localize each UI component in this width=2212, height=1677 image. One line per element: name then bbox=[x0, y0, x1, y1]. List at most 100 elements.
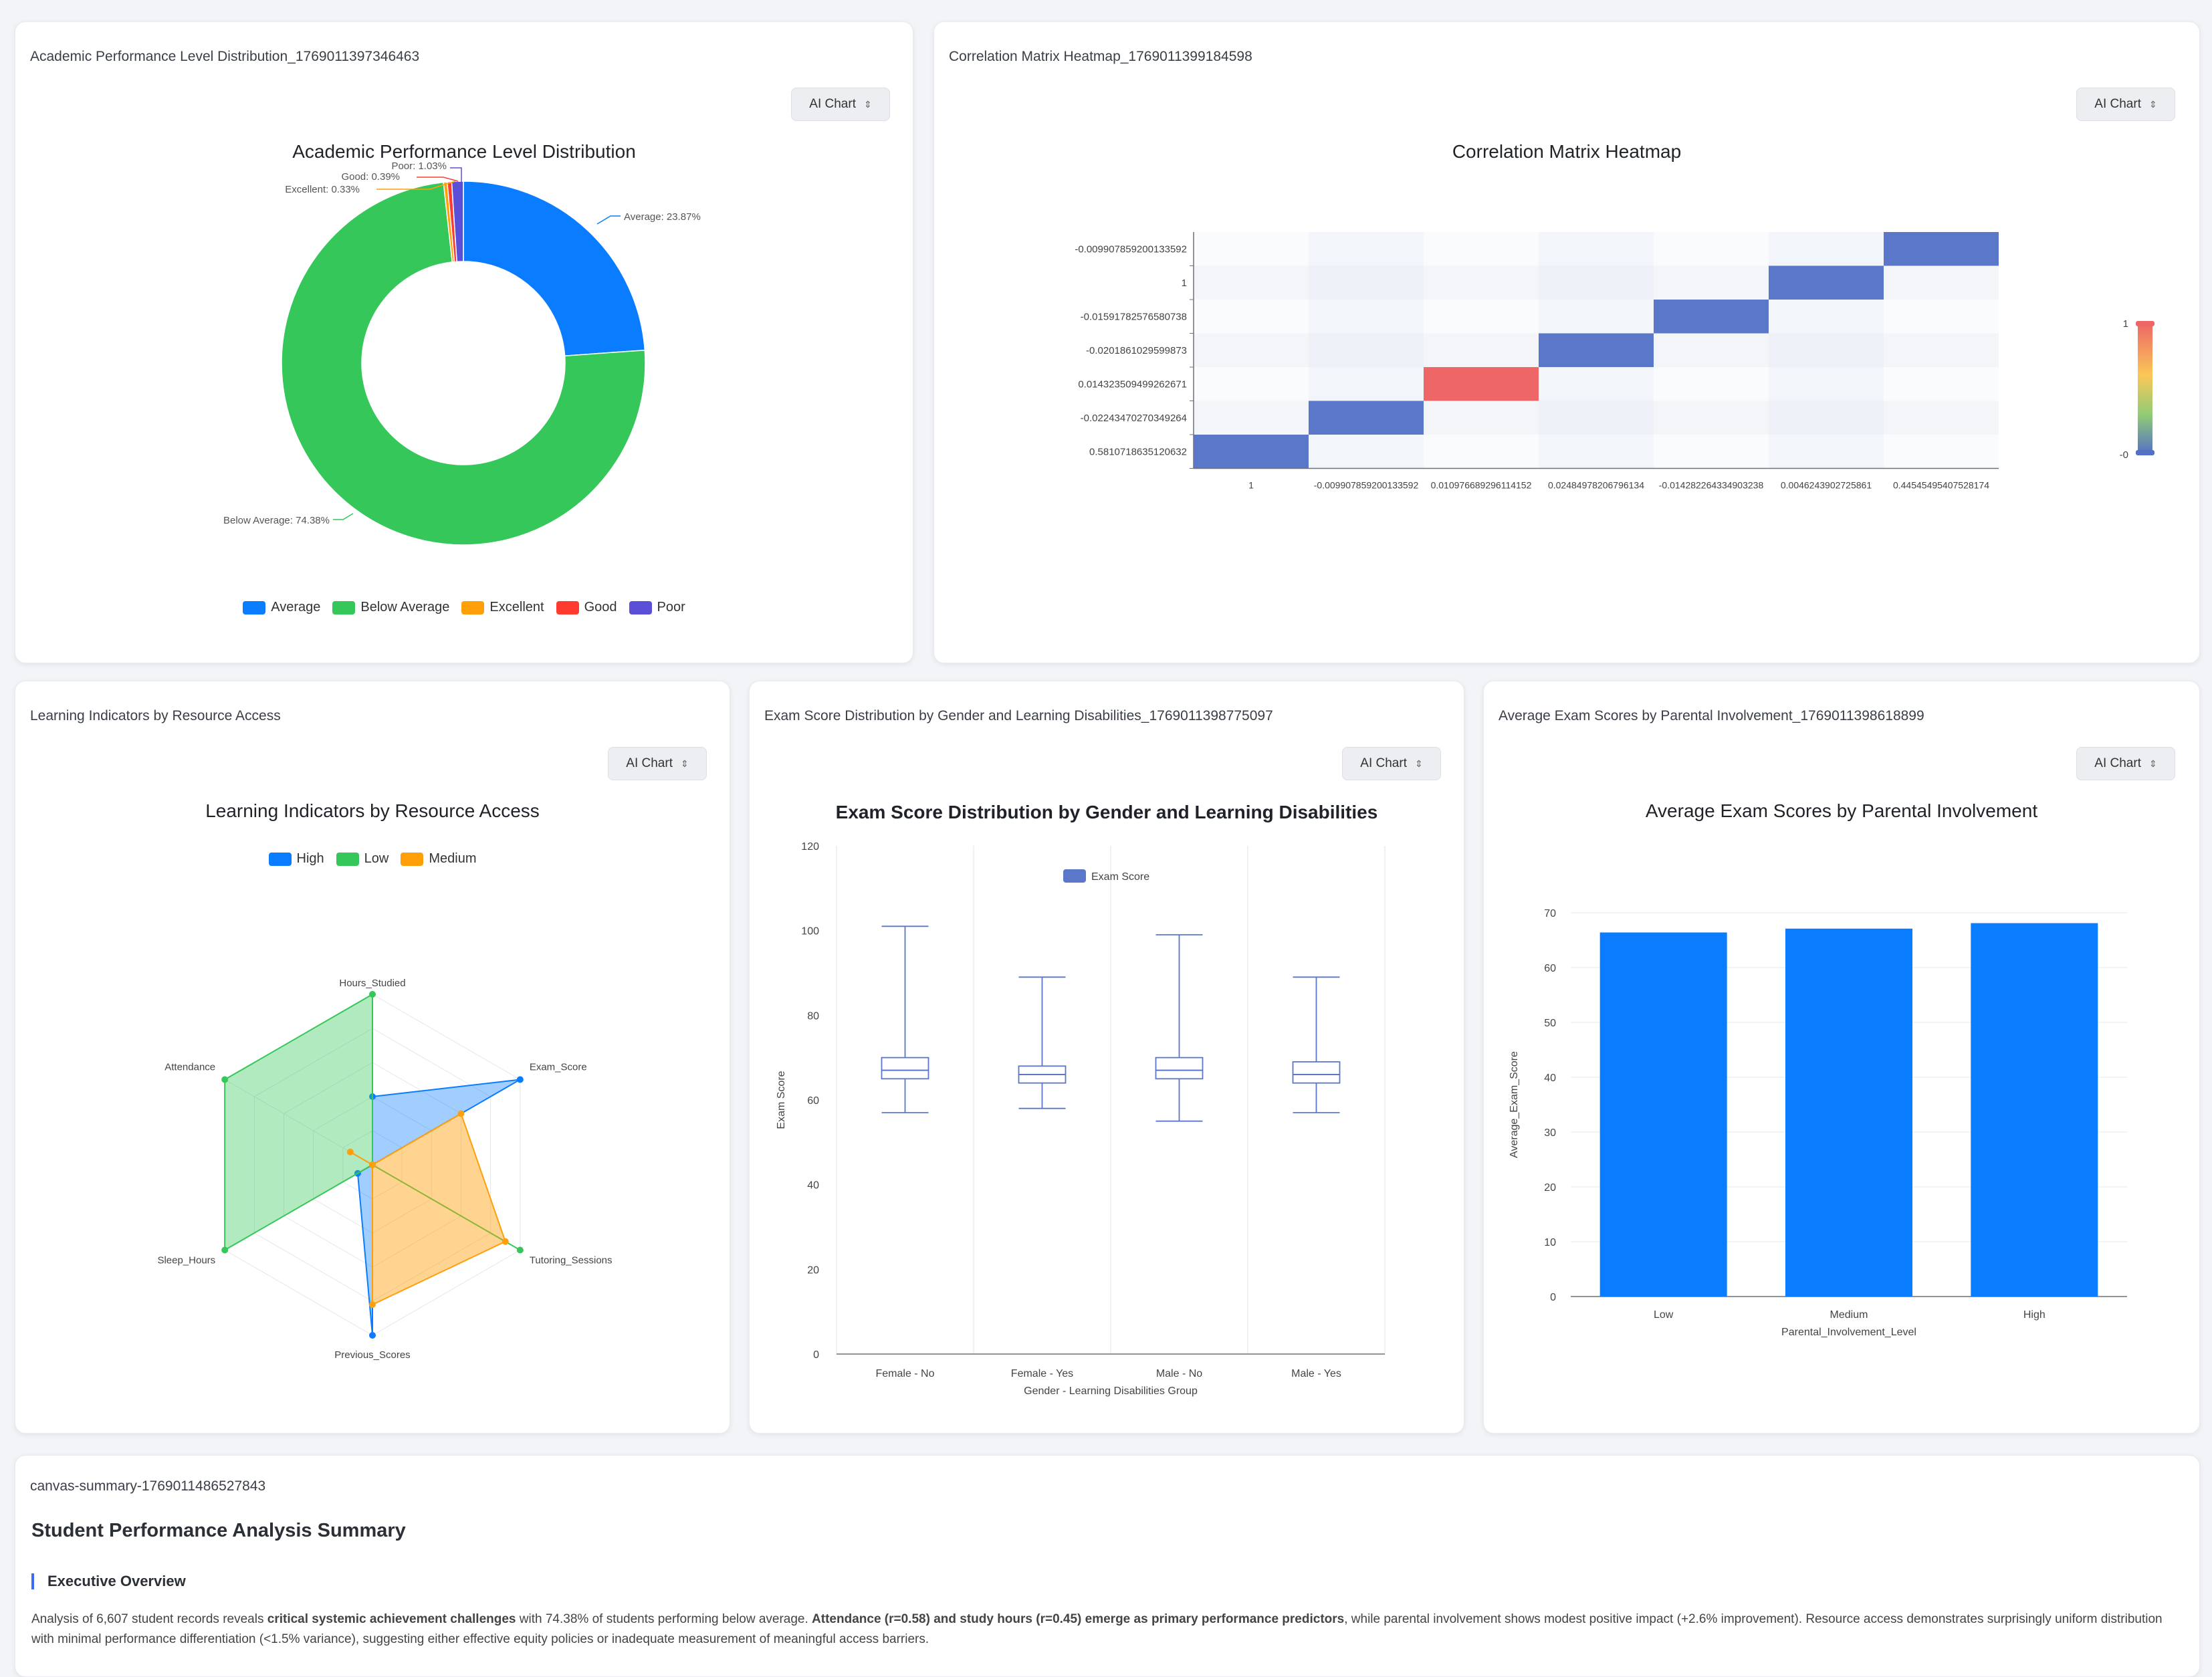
heatmap-cell bbox=[1654, 300, 1769, 334]
radar-indicator-label: Tutoring_Sessions bbox=[530, 1255, 613, 1266]
box-legend-swatch bbox=[1063, 869, 1086, 883]
radar-point bbox=[369, 1301, 376, 1309]
legend-label: Below Average bbox=[360, 600, 450, 614]
legend-label: Poor bbox=[657, 600, 685, 614]
heatmap-y-label: -0.0201861029599873 bbox=[1086, 345, 1187, 356]
bar-high bbox=[1971, 923, 2098, 1297]
bar-y-tick-label: 50 bbox=[1544, 1018, 1556, 1029]
bar-y-axis-title: Average_Exam_Score bbox=[1509, 1051, 1520, 1158]
box-iqr bbox=[881, 1056, 929, 1080]
summary-subheading: Executive Overview bbox=[31, 1573, 186, 1589]
ai-chart-button[interactable]: AI Chart ⇕ bbox=[1342, 747, 1441, 780]
pie-slice-below-average bbox=[281, 181, 646, 546]
ai-chart-label: AI Chart bbox=[2094, 756, 2141, 770]
heatmap-card: Correlation Matrix Heatmap_1769011399184… bbox=[933, 21, 2200, 663]
radar-point bbox=[369, 1161, 376, 1168]
pie-label: Good: 0.39% bbox=[341, 171, 400, 183]
box-y-axis-title: Exam Score bbox=[776, 1071, 787, 1129]
radar-point bbox=[369, 1332, 376, 1339]
legend-item-average[interactable]: Average bbox=[243, 600, 320, 615]
heatmap-column-band bbox=[1654, 232, 1769, 469]
box-x-tick-label: Male - Yes bbox=[1291, 1368, 1341, 1379]
bar-y-tick-label: 70 bbox=[1544, 908, 1556, 919]
summary-bold: critical systemic achievement challenges bbox=[267, 1612, 516, 1626]
box-legend-label: Exam Score bbox=[1091, 871, 1149, 883]
heatmap-cell bbox=[1424, 367, 1539, 401]
bar-y-tick-label: 40 bbox=[1544, 1073, 1556, 1084]
legend-label: Low bbox=[364, 851, 389, 866]
ai-chart-button[interactable]: AI Chart ⇕ bbox=[608, 747, 707, 780]
ai-chart-button[interactable]: AI Chart ⇕ bbox=[791, 88, 890, 121]
card-title: canvas-summary-1769011486527843 bbox=[30, 1478, 266, 1494]
legend-swatch bbox=[336, 852, 359, 866]
ai-chart-button[interactable]: AI Chart ⇕ bbox=[2076, 747, 2175, 780]
bar-x-tick-label: Low bbox=[1654, 1309, 1674, 1321]
radar-indicator-label: Hours_Studied bbox=[339, 978, 405, 989]
heatmap-x-label: -0.014282264334903238 bbox=[1659, 480, 1764, 491]
heatmap-cell bbox=[1194, 435, 1309, 469]
legend-item-good[interactable]: Good bbox=[556, 600, 617, 615]
visual-map-min-label: -0 bbox=[2120, 449, 2128, 461]
boxplot-card: Exam Score Distribution by Gender and Le… bbox=[749, 681, 1464, 1434]
heatmap-x-label: 0.010976689296114152 bbox=[1431, 480, 1532, 491]
bar-y-tick-label: 30 bbox=[1544, 1127, 1556, 1139]
heatmap-y-label: -0.01591782576580738 bbox=[1081, 311, 1187, 322]
card-title: Average Exam Scores by Parental Involvem… bbox=[1499, 708, 1924, 723]
chart-title: Learning Indicators by Resource Access bbox=[205, 800, 540, 821]
legend-item-medium[interactable]: Medium bbox=[401, 851, 476, 867]
heatmap-x-label: 0.02484978206796134 bbox=[1548, 480, 1644, 491]
legend-item-high[interactable]: High bbox=[268, 851, 324, 867]
bar-chart-card: Average Exam Scores by Parental Involvem… bbox=[1483, 681, 2200, 1434]
legend-item-low[interactable]: Low bbox=[336, 851, 389, 867]
legend-label: Medium bbox=[429, 851, 477, 866]
heatmap-cell bbox=[1884, 232, 1999, 266]
chevron-updown-icon: ⇕ bbox=[1414, 758, 1423, 769]
radar-indicator-label: Exam_Score bbox=[530, 1062, 587, 1073]
legend-item-excellent[interactable]: Excellent bbox=[461, 600, 544, 615]
box-y-tick-label: 20 bbox=[807, 1264, 819, 1276]
pie-slice-poor bbox=[451, 181, 464, 263]
ai-chart-label: AI Chart bbox=[1360, 756, 1407, 770]
radar-indicator-label: Attendance bbox=[164, 1062, 215, 1073]
heatmap-cell bbox=[1309, 401, 1424, 435]
radar-point bbox=[516, 1246, 524, 1254]
pie-slice-average bbox=[463, 181, 646, 357]
legend-swatch bbox=[332, 600, 356, 614]
heatmap-x-label: 0.0046243902725861 bbox=[1781, 480, 1872, 491]
box-y-tick-label: 60 bbox=[807, 1095, 819, 1107]
ai-chart-button[interactable]: AI Chart ⇕ bbox=[2076, 88, 2175, 121]
heatmap-y-label: 1 bbox=[1182, 277, 1187, 289]
radar-point bbox=[457, 1110, 465, 1117]
heatmap-x-label: 1 bbox=[1248, 480, 1254, 491]
visual-map-max-label: 1 bbox=[2123, 318, 2128, 330]
heatmap-y-label: -0.009907859200133592 bbox=[1075, 243, 1187, 255]
bar-x-tick-label: Medium bbox=[1830, 1309, 1868, 1321]
heatmap-cell bbox=[1769, 265, 1884, 300]
box-x-tick-label: Female - Yes bbox=[1011, 1368, 1073, 1379]
pie-leader-line bbox=[333, 513, 354, 520]
box-x-tick-label: Male - No bbox=[1156, 1368, 1202, 1379]
summary-text: with 74.38% of students performing below… bbox=[516, 1612, 812, 1626]
legend-swatch bbox=[401, 852, 424, 866]
ai-chart-label: AI Chart bbox=[2094, 97, 2141, 111]
boxplot-chart: 0 20 40 60 80 100 120 Exam Score Female - No Fema… bbox=[776, 841, 1386, 1397]
bar-y-tick-label: 20 bbox=[1544, 1182, 1556, 1194]
radar-indicator-label: Previous_Scores bbox=[334, 1349, 410, 1361]
card-title: Academic Performance Level Distribution_… bbox=[30, 49, 420, 64]
heatmap-y-label: 0.5810718635120632 bbox=[1089, 446, 1187, 457]
heatmap-cell bbox=[1539, 333, 1654, 367]
summary-heading: Student Performance Analysis Summary bbox=[31, 1520, 406, 1541]
heatmap-x-label: 0.44545495407528174 bbox=[1893, 480, 1989, 491]
radar-point bbox=[369, 991, 376, 998]
legend-swatch bbox=[629, 600, 652, 614]
bar-low bbox=[1599, 932, 1727, 1297]
heatmap-column-band bbox=[1424, 232, 1539, 469]
summary-text: , while parental involvement shows modes… bbox=[31, 1612, 2163, 1646]
summary-card: canvas-summary-1769011486527843 Student … bbox=[15, 1455, 2200, 1677]
pie-label: Below Average: 74.38% bbox=[223, 515, 330, 526]
chart-title: Correlation Matrix Heatmap bbox=[1452, 141, 1682, 162]
box-x-axis-title: Gender - Learning Disabilities Group bbox=[1024, 1385, 1198, 1397]
legend-item-poor[interactable]: Poor bbox=[629, 600, 685, 615]
legend-item-below-average[interactable]: Below Average bbox=[332, 600, 449, 615]
pie-label: Poor: 1.03% bbox=[391, 160, 447, 172]
